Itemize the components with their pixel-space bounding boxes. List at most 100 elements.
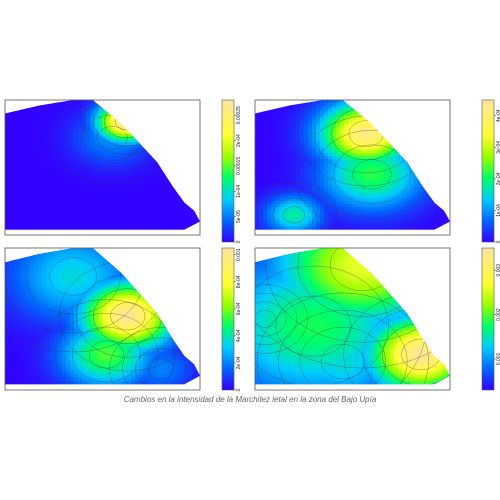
heatmap-cell (25, 133, 30, 137)
heatmap-cell (45, 209, 51, 213)
heatmap-cell (356, 181, 362, 185)
heatmap-cell (171, 206, 177, 211)
heatmap-cell (332, 102, 337, 107)
heatmap-cell (429, 128, 435, 132)
heatmap-cell (429, 145, 435, 149)
heatmap-cell (344, 145, 349, 149)
heatmap-cell (118, 195, 124, 199)
heatmap-cell (348, 108, 353, 112)
heatmap-cell (348, 133, 353, 137)
heatmap-cell (17, 345, 22, 349)
heatmap-cell (78, 229, 83, 230)
heatmap-cell (380, 206, 386, 211)
heatmap-cell (393, 167, 398, 171)
heatmap-cell (53, 108, 59, 112)
heatmap-cell (393, 212, 398, 216)
heatmap-cell (5, 212, 10, 216)
heatmap-cell (187, 156, 193, 160)
heatmap-cell (324, 159, 329, 163)
heatmap-cell (275, 128, 280, 132)
heatmap-cell (336, 175, 341, 180)
heatmap-cell (78, 215, 83, 219)
heatmap-cell (352, 201, 357, 205)
heatmap-cell (106, 153, 112, 157)
heatmap-cell (405, 119, 410, 123)
heatmap-cell (303, 128, 309, 132)
heatmap-cell (175, 167, 181, 171)
heatmap-cell (380, 164, 386, 168)
heatmap-cell (45, 156, 51, 160)
heatmap-cell (271, 133, 276, 137)
heatmap-cell (344, 133, 349, 137)
heatmap-cell (263, 220, 268, 225)
heatmap-cell (328, 209, 333, 213)
heatmap-cell (360, 215, 366, 219)
heatmap-cell (425, 181, 431, 185)
heatmap-cell (303, 164, 309, 168)
heatmap-cell (320, 147, 325, 152)
heatmap-cell (393, 175, 398, 180)
heatmap-cell (65, 178, 71, 182)
heatmap-cell (17, 248, 22, 252)
heatmap-cell (41, 125, 47, 129)
heatmap-cell (441, 116, 447, 121)
heatmap-cell (360, 167, 366, 171)
heatmap-cell (352, 218, 357, 222)
heatmap-cell (259, 167, 264, 171)
heatmap-cell (372, 212, 378, 216)
heatmap-cell (17, 218, 22, 222)
heatmap-cell (179, 164, 185, 168)
heatmap-cell (151, 187, 156, 191)
heatmap-cell (21, 351, 26, 355)
heatmap-cell (320, 145, 325, 149)
heatmap-cell (25, 256, 30, 261)
heatmap-cell (409, 159, 414, 163)
heatmap-cell (283, 136, 288, 140)
heatmap-cell (126, 184, 132, 188)
heatmap-cell (259, 130, 264, 135)
heatmap-cell (389, 153, 394, 157)
heatmap-cell (183, 195, 189, 199)
heatmap-cell (303, 178, 309, 182)
heatmap-cell (320, 161, 325, 166)
heatmap-cell (356, 116, 362, 121)
heatmap-cell (340, 190, 345, 194)
heatmap-cell (332, 164, 337, 168)
heatmap-cell (9, 116, 14, 121)
heatmap-cell (21, 253, 26, 258)
heatmap-cell (332, 156, 337, 160)
heatmap-cell (70, 100, 75, 104)
heatmap-cell (259, 122, 264, 126)
heatmap-cell (5, 348, 10, 352)
heatmap-cell (271, 195, 276, 199)
heatmap-cell (94, 147, 99, 152)
heatmap-cell (385, 170, 390, 174)
heatmap-cell (324, 223, 329, 227)
heatmap-cell (191, 161, 197, 166)
heatmap-cell (389, 178, 394, 182)
heatmap-cell (155, 139, 160, 143)
heatmap-cell (405, 100, 410, 104)
heatmap-cell (155, 105, 160, 109)
heatmap-cell (372, 153, 378, 157)
heatmap-cell (263, 204, 268, 208)
heatmap-cell (405, 133, 410, 137)
heatmap-cell (368, 209, 374, 213)
heatmap-cell (291, 170, 297, 174)
heatmap-cell (271, 105, 276, 109)
heatmap-cell (405, 164, 410, 168)
heatmap-cell (344, 218, 349, 222)
heatmap-cell (332, 159, 337, 163)
heatmap-cell (33, 223, 38, 227)
heatmap-cell (17, 220, 22, 225)
heatmap-cell (45, 153, 51, 157)
heatmap-cell (126, 204, 132, 208)
heatmap-cell (90, 100, 95, 104)
heatmap-cell (271, 108, 276, 112)
heatmap-cell (409, 184, 414, 188)
heatmap-cell (130, 190, 136, 194)
heatmap-cell (336, 218, 341, 222)
heatmap-cell (364, 128, 370, 132)
heatmap-cell (417, 173, 422, 177)
heatmap-cell (413, 114, 418, 118)
